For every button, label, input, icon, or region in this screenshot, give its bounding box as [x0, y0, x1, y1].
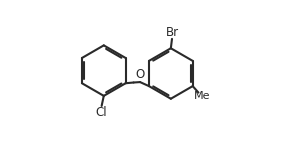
Text: Br: Br [166, 26, 179, 39]
Text: Cl: Cl [96, 106, 107, 119]
Text: Me: Me [194, 91, 210, 101]
Text: O: O [135, 68, 145, 81]
